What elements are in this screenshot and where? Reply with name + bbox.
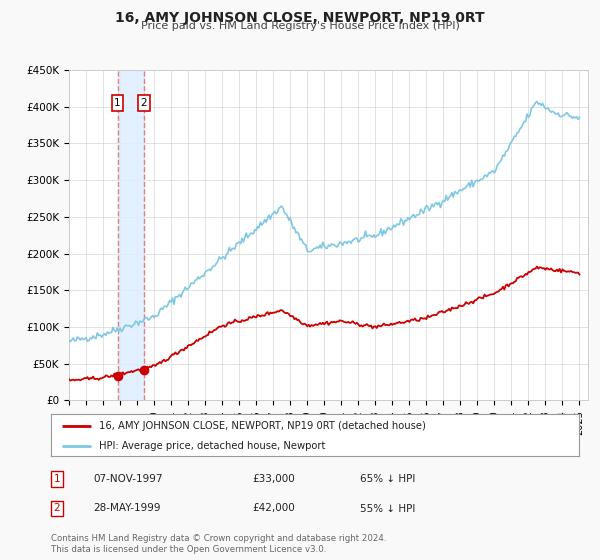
Text: 55% ↓ HPI: 55% ↓ HPI [360,503,415,514]
Text: This data is licensed under the Open Government Licence v3.0.: This data is licensed under the Open Gov… [51,545,326,554]
Text: Price paid vs. HM Land Registry's House Price Index (HPI): Price paid vs. HM Land Registry's House … [140,21,460,31]
Text: £42,000: £42,000 [252,503,295,514]
Text: 2: 2 [53,503,61,514]
Text: 07-NOV-1997: 07-NOV-1997 [93,474,163,484]
Text: 65% ↓ HPI: 65% ↓ HPI [360,474,415,484]
Text: 16, AMY JOHNSON CLOSE, NEWPORT, NP19 0RT (detached house): 16, AMY JOHNSON CLOSE, NEWPORT, NP19 0RT… [98,421,425,431]
Text: £33,000: £33,000 [252,474,295,484]
Text: 1: 1 [114,98,121,108]
Text: HPI: Average price, detached house, Newport: HPI: Average price, detached house, Newp… [98,441,325,451]
Bar [118,70,144,400]
Text: 28-MAY-1999: 28-MAY-1999 [93,503,161,514]
Text: 1: 1 [53,474,61,484]
Text: 2: 2 [141,98,148,108]
Text: Contains HM Land Registry data © Crown copyright and database right 2024.: Contains HM Land Registry data © Crown c… [51,534,386,543]
Text: 16, AMY JOHNSON CLOSE, NEWPORT, NP19 0RT: 16, AMY JOHNSON CLOSE, NEWPORT, NP19 0RT [115,11,485,25]
